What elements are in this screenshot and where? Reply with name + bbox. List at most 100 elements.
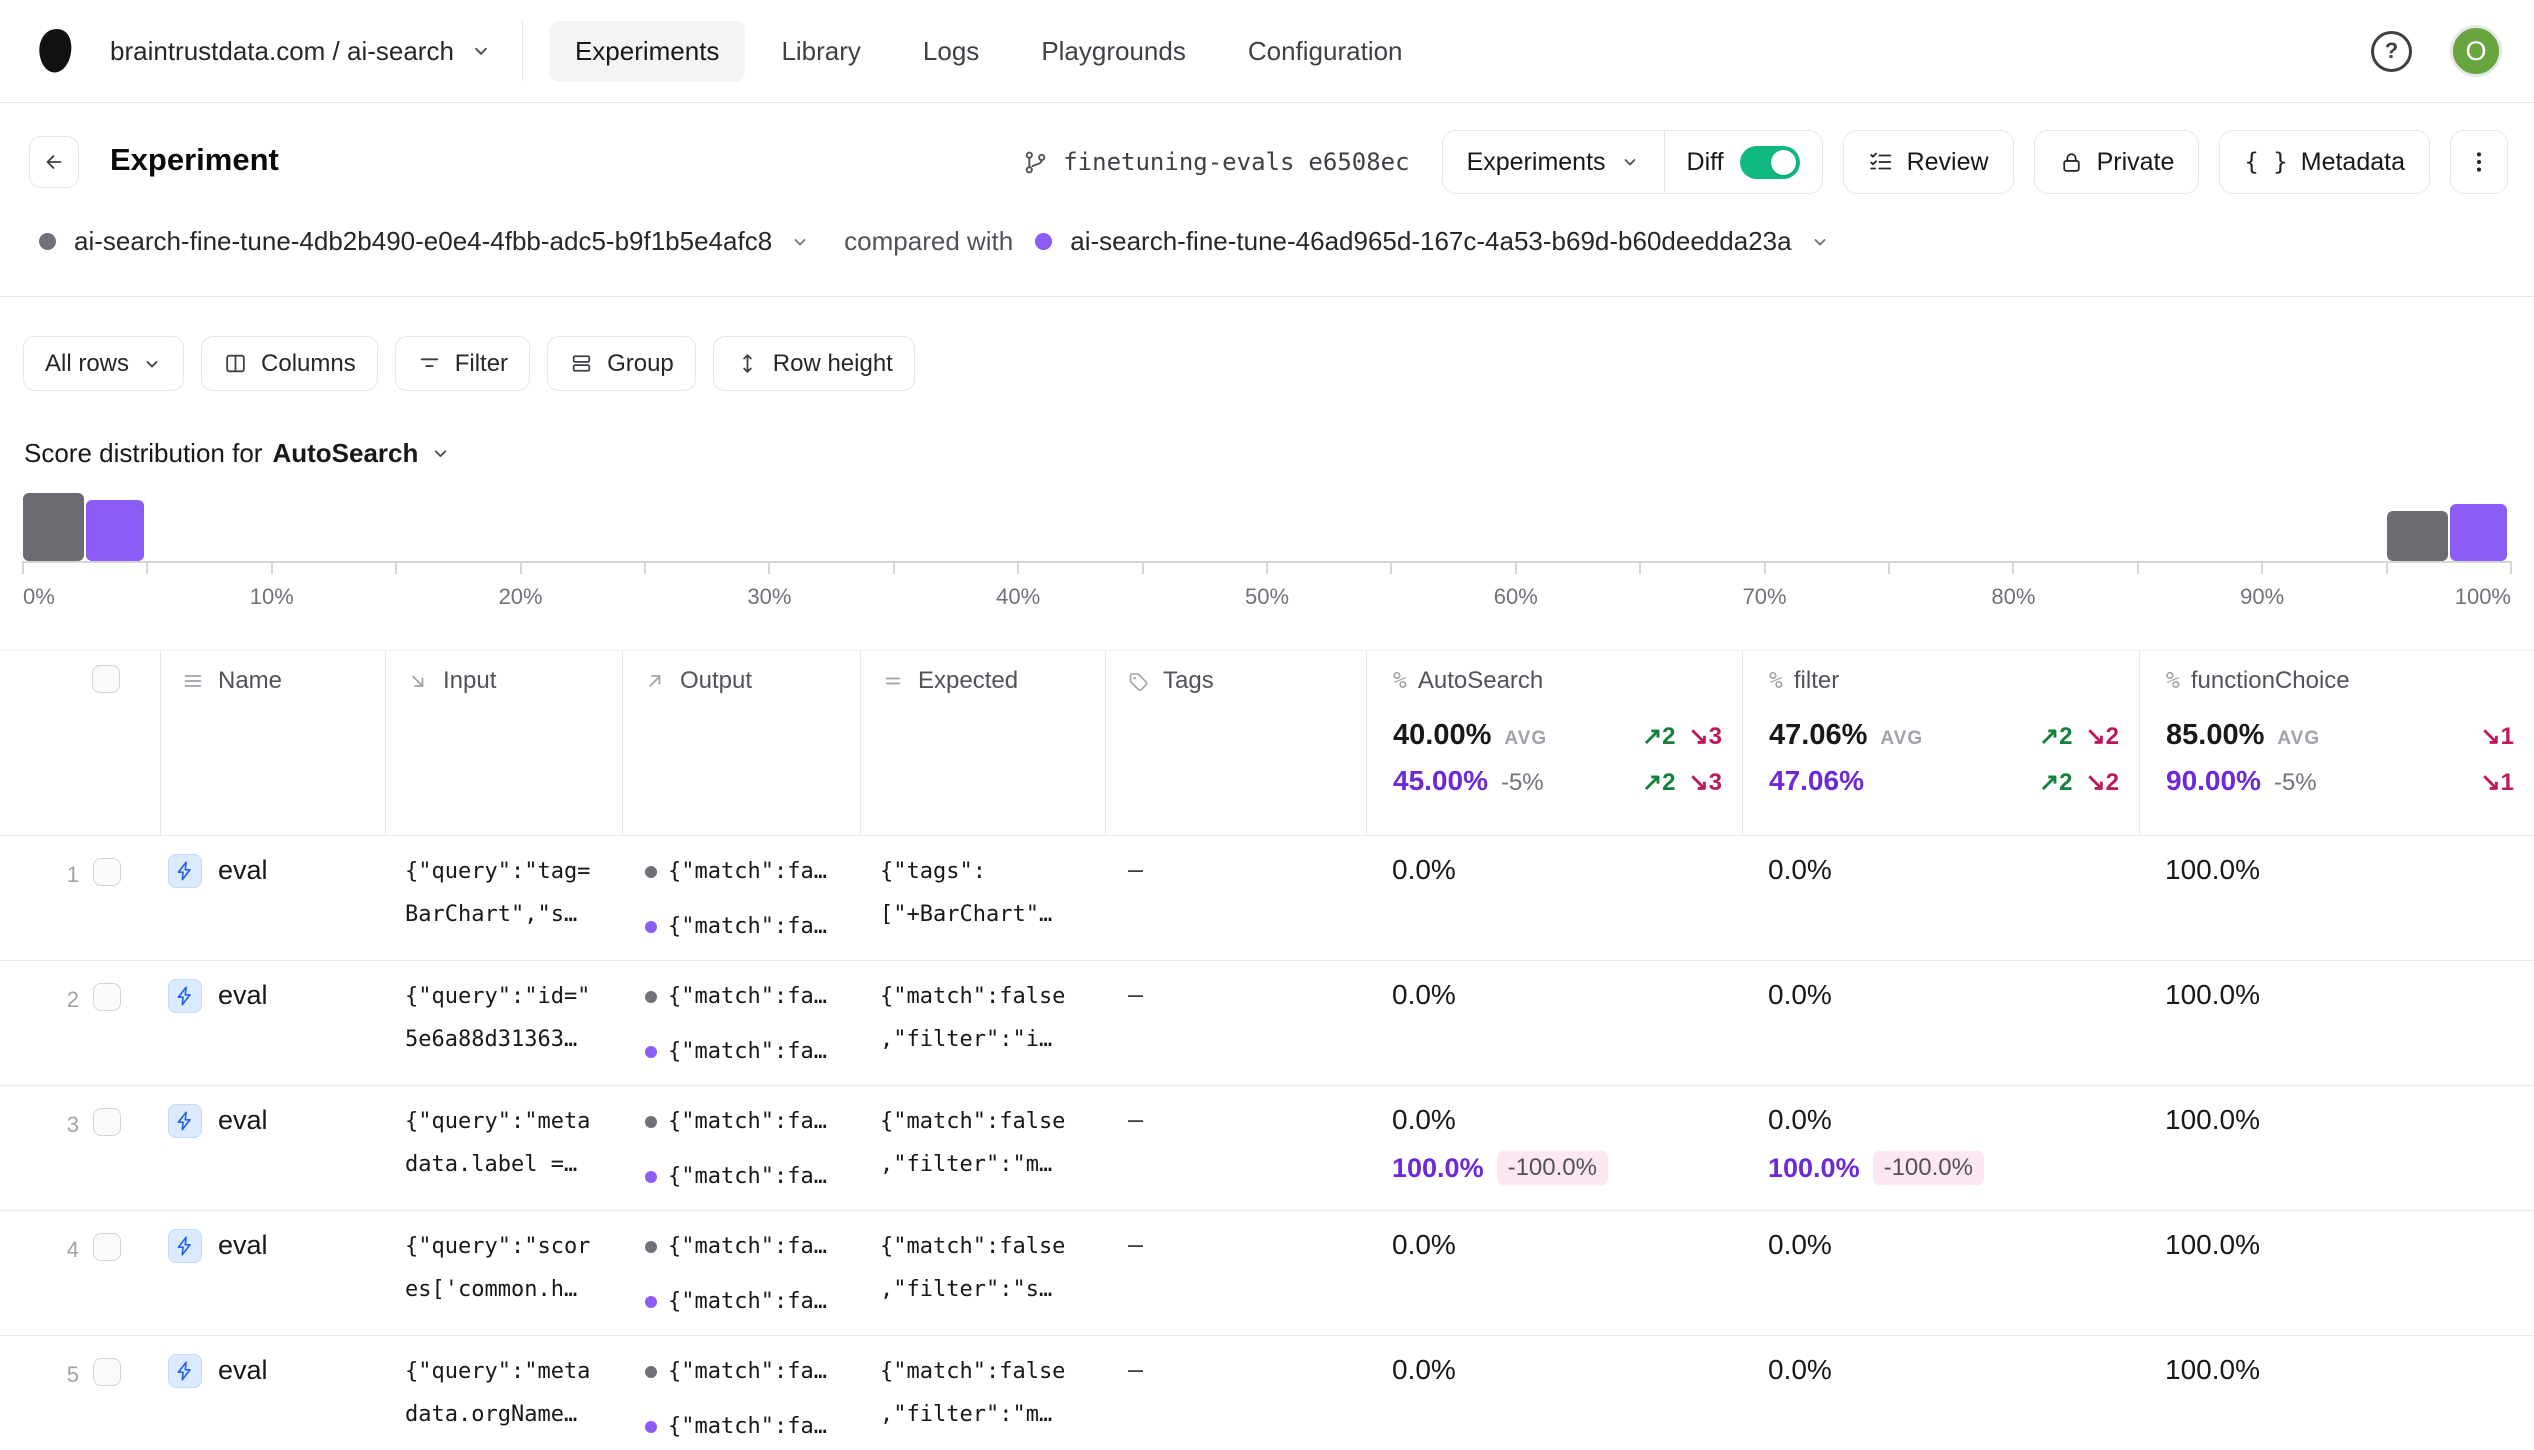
- improvements-count[interactable]: ↗2: [2039, 769, 2073, 796]
- improvements-count[interactable]: ↗2: [1642, 723, 1676, 750]
- row-height-button[interactable]: Row height: [712, 336, 915, 391]
- row-expected-cell: {"match":false ,"filter":"m…: [860, 1086, 1105, 1210]
- tab-logs[interactable]: Logs: [922, 35, 980, 66]
- regressions-count[interactable]: ↘3: [1688, 723, 1722, 750]
- score-metric-dropdown[interactable]: AutoSearch: [272, 438, 451, 469]
- column-header-label: Input: [386, 651, 622, 695]
- filter-button-label: Filter: [454, 349, 509, 377]
- braces-icon: { }: [2244, 148, 2288, 176]
- row-checkbox[interactable]: [93, 1108, 121, 1136]
- distribution-metric: AutoSearch: [272, 438, 419, 468]
- row-checkbox[interactable]: [93, 1358, 121, 1386]
- private-button[interactable]: Private: [2033, 130, 2200, 194]
- group-button[interactable]: Group: [547, 336, 696, 391]
- score-value: 0.0%: [1768, 1104, 1832, 1135]
- nav-divider: [521, 21, 523, 81]
- row-checkbox[interactable]: [93, 1233, 121, 1261]
- chevron-down-icon: [790, 232, 810, 252]
- histogram-bar: [2450, 504, 2508, 561]
- lightning-icon: [174, 1110, 196, 1132]
- all-rows-dropdown-label: All rows: [45, 349, 130, 377]
- tab-library[interactable]: Library: [781, 35, 861, 66]
- metadata-label: Metadata: [2300, 147, 2405, 176]
- select-all-checkbox[interactable]: [92, 665, 120, 693]
- diff-control: Diff: [1665, 131, 1822, 193]
- axis-tick: [1390, 561, 1393, 574]
- tab-experiments[interactable]: Experiments: [548, 20, 746, 82]
- tab-configuration[interactable]: Configuration: [1247, 35, 1403, 66]
- name-header-text: Name: [218, 667, 283, 694]
- tab-playgrounds[interactable]: Playgrounds: [1041, 35, 1186, 66]
- row-score-cell-AutoSearch: 0.0%: [1366, 836, 1742, 960]
- more-options-button[interactable]: [2450, 130, 2508, 194]
- axis-label: 10%: [249, 584, 294, 609]
- columns-button[interactable]: Columns: [201, 336, 378, 391]
- all-rows-dropdown[interactable]: All rows: [23, 336, 185, 391]
- row-expected-cell: {"match":false ,"filter":"m…: [860, 1336, 1105, 1450]
- regressions-count[interactable]: ↘2: [2085, 723, 2119, 750]
- checklist-icon: [1868, 149, 1894, 175]
- score-regression-counts: ↘1: [2481, 722, 2514, 751]
- columns-icon: [223, 351, 248, 376]
- improvements-count[interactable]: ↗2: [2039, 723, 2073, 750]
- input-text: {"query":"meta: [405, 1359, 591, 1384]
- score-regression-counts: ↗2 ↘3: [1642, 722, 1722, 751]
- regressions-count[interactable]: ↘1: [2480, 723, 2514, 750]
- kebab-menu-icon: [2466, 149, 2492, 175]
- row-tags-cell: –: [1128, 1354, 1144, 1384]
- score-regression-counts: ↘1: [2481, 768, 2514, 797]
- score-value: 0.0%: [1392, 1229, 1456, 1260]
- user-avatar[interactable]: O: [2450, 25, 2502, 77]
- baseline-experiment-dropdown[interactable]: ai-search-fine-tune-4db2b490-e0e4-4fbb-a…: [39, 226, 810, 257]
- table-row[interactable]: 1 eval {"query":"tag= BarChart","s… {"match"…: [0, 836, 2534, 961]
- row-score-cell-AutoSearch: 0.0%: [1366, 1211, 1742, 1335]
- tag-icon: [1126, 669, 1150, 693]
- expected-text: {"match":false: [880, 1234, 1066, 1259]
- project-breadcrumb[interactable]: braintrustdata.com / ai-search: [110, 36, 492, 67]
- metadata-button[interactable]: { } Metadata: [2219, 130, 2430, 194]
- score-value: 0.0%: [1768, 1354, 1832, 1385]
- table-row[interactable]: 3 eval {"query":"meta data.label =… {"match"…: [0, 1086, 2534, 1211]
- expected-header-text: Expected: [918, 667, 1019, 694]
- score-header-AutoSearch: % AutoSearch 40.00% AVG ↗2 ↘3 45.00% -5% ↗2 ↘3: [1366, 651, 1742, 835]
- row-score-cell-AutoSearch: 0.0%: [1366, 1336, 1742, 1450]
- input-text: data.label =…: [405, 1152, 578, 1177]
- table-row[interactable]: 2 eval {"query":"id=" 5e6a88d31363… {"match"…: [0, 961, 2534, 1086]
- diff-toggle[interactable]: [1739, 145, 1800, 179]
- back-button[interactable]: [29, 136, 79, 188]
- column-header-label: Tags: [1106, 651, 1366, 695]
- row-checkbox[interactable]: [93, 983, 121, 1011]
- regressions-count[interactable]: ↘3: [1688, 769, 1722, 796]
- table-row[interactable]: 5 eval {"query":"meta data.orgName… {"match"…: [0, 1336, 2534, 1450]
- table-row[interactable]: 4 eval {"query":"scor es['common.h… {"match"…: [0, 1211, 2534, 1336]
- axis-tick: [2012, 561, 2015, 574]
- row-number: 2: [66, 987, 79, 1012]
- regressions-count[interactable]: ↘2: [2085, 769, 2119, 796]
- input-text: es['common.h…: [405, 1277, 578, 1302]
- view-segmented-control: Experiments Diff: [1441, 130, 1823, 194]
- improvements-count[interactable]: ↗2: [1642, 769, 1676, 796]
- experiments-selector[interactable]: Experiments: [1443, 131, 1664, 193]
- score-value: 0.0%: [1768, 1229, 1832, 1260]
- comparison-experiment-dropdown[interactable]: ai-search-fine-tune-46ad965d-167c-4a53-b…: [1035, 226, 1829, 257]
- score-comparison-value: 90.00%: [2166, 765, 2261, 796]
- branch-name: finetuning-evals: [1063, 148, 1295, 176]
- comparison-delta-badge: -100.0%: [1872, 1151, 1984, 1185]
- row-checkbox[interactable]: [93, 858, 121, 886]
- review-button[interactable]: Review: [1842, 130, 2014, 194]
- axis-label: 60%: [1493, 584, 1538, 609]
- score-value: 100.0%: [2165, 1354, 2260, 1385]
- row-output-cell: {"match":fa… {"match":fa…: [622, 1211, 860, 1335]
- histogram-bar: [86, 500, 144, 561]
- axis-tick: [644, 561, 646, 574]
- axis-tick: [1763, 561, 1766, 574]
- rows-icon: [181, 669, 205, 693]
- commit-hash: e6508ec: [1308, 148, 1410, 176]
- filter-button[interactable]: Filter: [394, 336, 531, 391]
- row-name: eval: [218, 855, 268, 885]
- axis-tick: [2136, 561, 2139, 574]
- row-number: 1: [66, 862, 79, 887]
- regressions-count[interactable]: ↘1: [2480, 769, 2514, 796]
- help-button[interactable]: ?: [2371, 30, 2412, 72]
- row-height-icon: [735, 351, 760, 376]
